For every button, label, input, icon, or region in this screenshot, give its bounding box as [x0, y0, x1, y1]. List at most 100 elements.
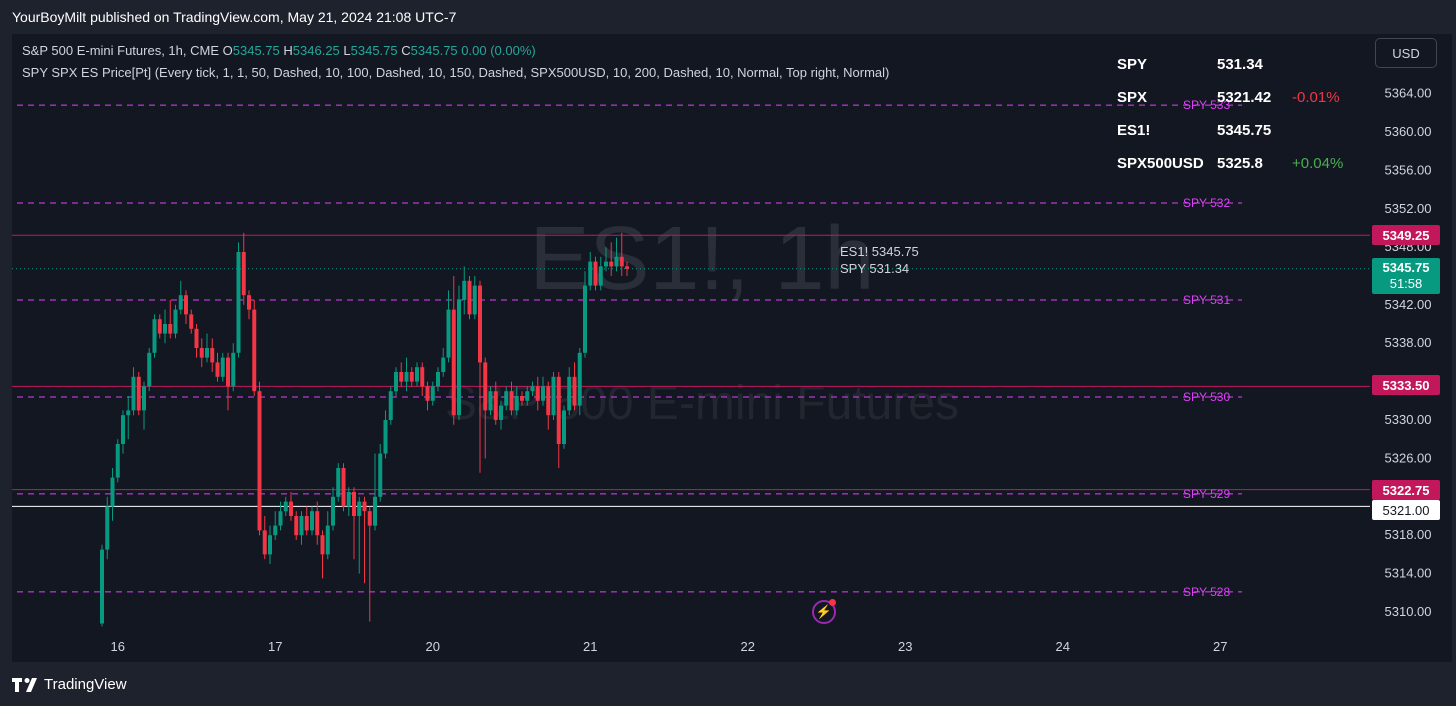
lightning-icon[interactable]: ⚡	[812, 600, 836, 624]
close-value: 5345.75	[410, 43, 458, 58]
table-symbol: SPX	[1117, 89, 1148, 106]
spy-label: SPY 531.34	[840, 261, 910, 276]
candle-body	[131, 376, 136, 411]
candle-body	[352, 492, 356, 516]
table-change: -0.01%	[1292, 89, 1340, 106]
candle-body	[604, 261, 608, 267]
candle-body	[241, 252, 246, 296]
y-tick-label: 5338.00	[1385, 335, 1432, 350]
candle-body	[457, 300, 461, 416]
candle-body	[215, 362, 220, 377]
symbol-name[interactable]: S&P 500 E-mini Futures, 1h, CME	[22, 43, 220, 58]
publish-info: YourBoyMilt published on TradingView.com…	[12, 9, 457, 25]
candle-body	[551, 376, 556, 416]
last-price-tag[interactable]: 5345.75 51:58	[1372, 258, 1440, 294]
spy-level-label: SPY 529	[1183, 487, 1230, 501]
candle-body	[367, 511, 372, 526]
candle-body	[488, 391, 493, 411]
candle-body	[593, 261, 598, 286]
y-tick-label: 5314.00	[1385, 566, 1432, 581]
candle-body	[157, 319, 162, 334]
candle-body	[378, 453, 383, 497]
x-tick-label: 24	[1056, 639, 1070, 654]
watermark-name: S&P 500 E-mini Futures	[445, 377, 959, 430]
open-label: O	[222, 43, 233, 58]
close-label: C	[401, 43, 411, 58]
candle-body	[541, 386, 545, 401]
candle-body	[425, 386, 430, 401]
high-value: 5346.25	[292, 43, 340, 58]
candle-body	[178, 295, 183, 310]
table-row: SPX 5321.42 -0.01%	[1117, 81, 1367, 114]
indicator-legend[interactable]: SPY SPX ES Price[Pt] (Every tick, 1, 1, …	[22, 65, 889, 80]
candle-body	[562, 410, 566, 444]
price-tag-level[interactable]: 5321.00	[1372, 500, 1440, 520]
candle-body	[231, 352, 236, 387]
spy-level-label: SPY 528	[1183, 585, 1230, 599]
candle-body	[509, 391, 514, 411]
candle-body	[583, 285, 587, 353]
y-tick-label: 5330.00	[1385, 412, 1432, 427]
spy-level-label: SPY 533	[1183, 98, 1230, 112]
x-tick-label: 20	[426, 639, 440, 654]
candle-body	[257, 391, 262, 531]
low-label: L	[343, 43, 351, 58]
x-tick-label: 17	[268, 639, 282, 654]
table-row: SPY 531.34	[1117, 48, 1367, 81]
candle-body	[556, 376, 561, 444]
candle-body	[514, 396, 519, 411]
candle-body	[415, 367, 419, 382]
candle-body	[609, 261, 614, 267]
candle-body	[110, 477, 115, 507]
symbol-legend[interactable]: S&P 500 E-mini Futures, 1h, CME O 5345.75…	[22, 43, 536, 58]
candle-body	[567, 376, 572, 411]
candle-body	[173, 309, 178, 334]
candle-body	[294, 516, 299, 536]
notification-dot	[829, 599, 836, 606]
spy-level-label: SPY 532	[1183, 196, 1230, 210]
publish-header: YourBoyMilt published on TradingView.com…	[0, 0, 1456, 34]
footer: TradingView	[0, 662, 1456, 706]
candle-body	[189, 314, 194, 329]
candle-body	[278, 511, 283, 526]
y-tick-label: 5326.00	[1385, 450, 1432, 465]
candle-body	[226, 357, 230, 387]
candle-body	[572, 376, 577, 406]
candle-body	[520, 396, 524, 401]
candle-body	[100, 549, 104, 624]
candle-body	[247, 295, 251, 310]
candle-body	[105, 506, 110, 550]
candle-body	[126, 410, 131, 416]
price-tag-level[interactable]: 5322.75	[1372, 480, 1440, 500]
price-tag-level[interactable]: 5333.50	[1372, 375, 1440, 395]
candle-body	[446, 309, 451, 358]
currency-button[interactable]: USD	[1375, 38, 1437, 68]
candle-body	[210, 348, 215, 363]
chart-area[interactable]: ES1!, 1h S&P 500 E-mini Futures SPY 533 SPY…	[12, 34, 1452, 662]
candle-body	[331, 496, 335, 526]
candle-body	[577, 352, 582, 406]
candle-body	[436, 372, 440, 387]
candle-body	[194, 328, 199, 348]
candle-body	[199, 348, 204, 358]
candle-body	[409, 372, 414, 382]
candle-body	[504, 391, 509, 406]
candle-body	[205, 348, 209, 358]
candle-body	[404, 372, 409, 382]
candle-body	[273, 525, 278, 536]
high-label: H	[283, 43, 293, 58]
candle-body	[357, 501, 362, 516]
candle-body	[373, 496, 377, 526]
candle-body	[142, 386, 146, 411]
table-change: +0.04%	[1292, 155, 1344, 172]
price-tag-level[interactable]: 5349.25	[1372, 225, 1440, 245]
candle-body	[325, 525, 330, 555]
candle-body	[441, 357, 446, 372]
tradingview-logo[interactable]: TradingView	[12, 676, 127, 693]
candle-body	[493, 391, 498, 420]
candle-body	[619, 256, 624, 267]
brand-name: TradingView	[44, 676, 127, 693]
x-tick-label: 27	[1213, 639, 1227, 654]
indicator-params[interactable]: SPY SPX ES Price[Pt] (Every tick, 1, 1, …	[22, 65, 890, 80]
